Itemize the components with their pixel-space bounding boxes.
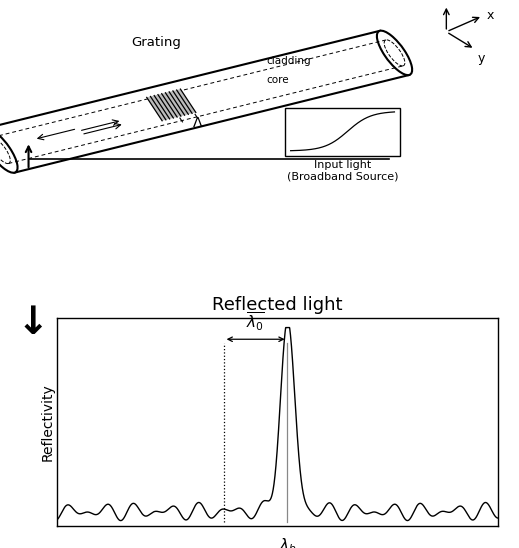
Text: y: y: [477, 53, 485, 65]
Y-axis label: Reflectivity: Reflectivity: [40, 383, 54, 461]
Title: Reflected light: Reflected light: [212, 295, 343, 313]
Ellipse shape: [0, 128, 18, 173]
Text: z: z: [443, 0, 449, 2]
Text: core: core: [266, 75, 289, 85]
Polygon shape: [147, 89, 196, 121]
Bar: [285, 108, 400, 156]
Text: cladding: cladding: [266, 56, 311, 66]
Text: Grating: Grating: [131, 36, 181, 49]
Text: $\Lambda$: $\Lambda$: [192, 116, 203, 130]
Polygon shape: [0, 31, 409, 173]
Text: Input light
(Broadband Source): Input light (Broadband Source): [287, 159, 398, 181]
Text: ↓: ↓: [17, 304, 49, 342]
Ellipse shape: [377, 31, 412, 75]
Text: $\overline{\lambda_0}$: $\overline{\lambda_0}$: [246, 311, 265, 333]
Text: x: x: [487, 9, 494, 22]
